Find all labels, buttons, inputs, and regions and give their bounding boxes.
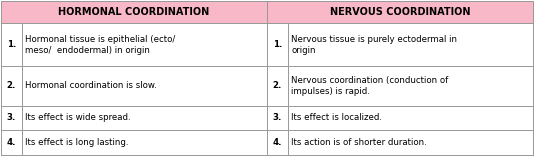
- Text: 1.: 1.: [7, 40, 16, 49]
- Text: Hormonal coordination is slow.: Hormonal coordination is slow.: [25, 81, 157, 90]
- Text: 2.: 2.: [7, 81, 16, 90]
- Bar: [267, 130, 288, 155]
- Text: 2.: 2.: [273, 81, 282, 90]
- Bar: [267, 106, 288, 130]
- Text: Its effect is long lasting.: Its effect is long lasting.: [25, 138, 129, 147]
- Text: 4.: 4.: [273, 138, 282, 147]
- Bar: [22, 106, 267, 130]
- Bar: [22, 24, 267, 66]
- Text: Its effect is localized.: Its effect is localized.: [291, 113, 382, 122]
- Bar: [1, 130, 22, 155]
- Bar: [267, 66, 288, 106]
- Bar: [22, 130, 267, 155]
- Text: HORMONAL COORDINATION: HORMONAL COORDINATION: [58, 7, 210, 17]
- Bar: [288, 66, 533, 106]
- Text: 1.: 1.: [273, 40, 282, 49]
- Text: 3.: 3.: [7, 113, 16, 122]
- Bar: [1, 66, 22, 106]
- Bar: [267, 1, 533, 24]
- Bar: [22, 66, 267, 106]
- Text: 4.: 4.: [7, 138, 16, 147]
- Text: Its effect is wide spread.: Its effect is wide spread.: [25, 113, 131, 122]
- Text: Its action is of shorter duration.: Its action is of shorter duration.: [291, 138, 427, 147]
- Bar: [288, 130, 533, 155]
- Bar: [1, 106, 22, 130]
- Bar: [288, 24, 533, 66]
- Bar: [288, 106, 533, 130]
- Text: NERVOUS COORDINATION: NERVOUS COORDINATION: [330, 7, 470, 17]
- Bar: [1, 1, 267, 24]
- Bar: [1, 24, 22, 66]
- Text: Hormonal tissue is epithelial (ecto/
meso/  endodermal) in origin: Hormonal tissue is epithelial (ecto/ mes…: [25, 35, 175, 55]
- Text: Nervous tissue is purely ectodermal in
origin: Nervous tissue is purely ectodermal in o…: [291, 35, 457, 55]
- Text: 3.: 3.: [273, 113, 282, 122]
- Bar: [267, 24, 288, 66]
- Text: Nervous coordination (conduction of
impulses) is rapid.: Nervous coordination (conduction of impu…: [291, 76, 448, 96]
